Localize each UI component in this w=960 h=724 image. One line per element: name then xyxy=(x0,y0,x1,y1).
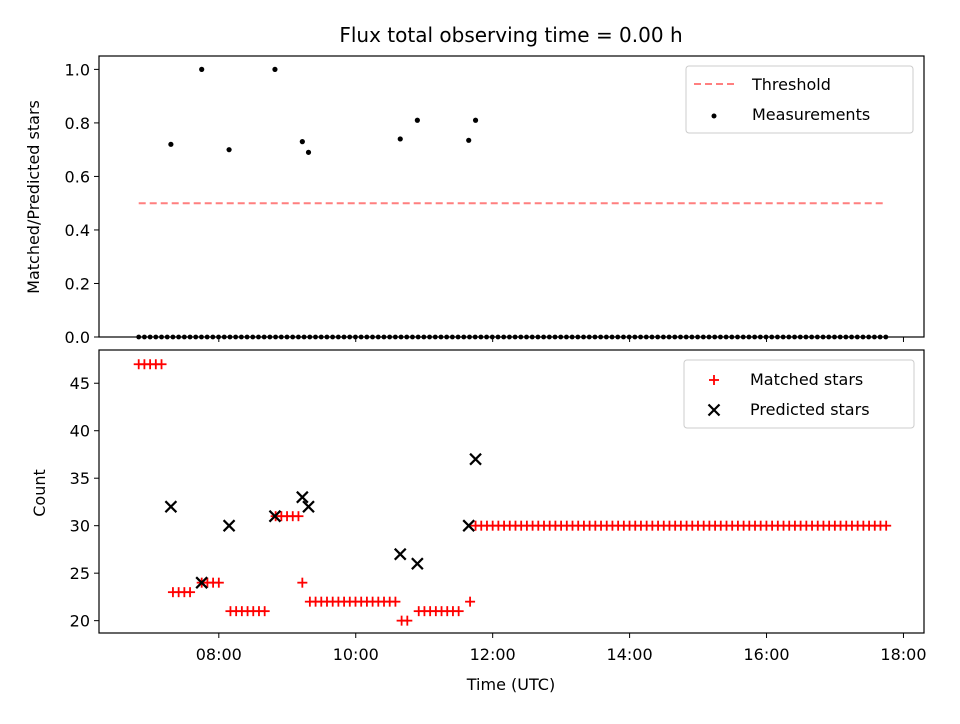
bottom-ytick-label-5: 45 xyxy=(70,374,90,393)
bottom-yticks: 20 25 30 35 40 45 xyxy=(70,374,99,631)
top-legend: Threshold Measurements xyxy=(685,65,914,134)
matched-point-43 xyxy=(402,615,413,626)
top-xticks xyxy=(218,337,904,342)
matched-point-41 xyxy=(390,596,401,607)
predicted-point-3 xyxy=(268,509,282,523)
bottom-xtick-label-5: 18:00 xyxy=(880,645,926,664)
matched-point-4 xyxy=(156,359,167,370)
matched-point-24 xyxy=(293,511,304,522)
top-legend-frame xyxy=(685,65,914,134)
legend-matched-label: Matched stars xyxy=(750,370,863,389)
matched-point-19 xyxy=(259,606,270,617)
legend-predicted-marker xyxy=(707,403,721,417)
measurement-point-7 xyxy=(414,117,420,123)
bottom-ytick-label-0: 20 xyxy=(70,612,90,631)
top-ylabel: Matched/Predicted stars xyxy=(24,100,43,294)
predicted-point-4-b xyxy=(296,490,309,504)
predicted-point-7 xyxy=(411,557,424,570)
bottom-xtick-label-2: 12:00 xyxy=(470,645,516,664)
top-ytick-label-3: 0.6 xyxy=(65,167,90,186)
legend-measurements-marker xyxy=(711,113,717,119)
predicted-point-6 xyxy=(393,547,407,561)
predicted-point-0-b xyxy=(164,500,178,513)
matched-point-12 xyxy=(213,577,224,588)
bottom-legend-frame xyxy=(683,359,915,429)
bottom-ytick-label-2: 30 xyxy=(70,517,90,536)
top-marks xyxy=(136,66,889,340)
measurement-point-1 xyxy=(199,66,205,72)
matched-point-125 xyxy=(881,520,892,531)
bottom-xtick-label-1: 10:00 xyxy=(333,645,379,664)
legend-matched-plus xyxy=(709,375,719,385)
legend-measurements-label: Measurements xyxy=(752,105,870,124)
legend-threshold-label: Threshold xyxy=(751,75,831,94)
measurement-point-4 xyxy=(299,139,305,145)
bottom-xtick-label-3: 14:00 xyxy=(607,645,653,664)
measurement-point-8 xyxy=(466,137,472,143)
predicted-point-1-b xyxy=(195,576,208,589)
legend-predicted-x xyxy=(707,403,721,417)
top-ytick-label-5: 1.0 xyxy=(65,60,90,79)
measurement-point-5 xyxy=(305,149,312,155)
bottom-marks xyxy=(133,359,892,626)
measurement-point-3 xyxy=(272,66,278,72)
top-yticks: 0.0 0.2 0.4 0.6 0.8 1.0 xyxy=(65,60,99,347)
measurement-point-0 xyxy=(168,141,174,147)
bottom-ytick-label-4: 40 xyxy=(70,422,90,441)
legend-predicted-label: Predicted stars xyxy=(750,400,870,419)
bottom-legend: Matched stars Predicted stars xyxy=(683,359,915,429)
predicted-point-1 xyxy=(195,576,208,589)
predicted-point-5-b xyxy=(302,500,315,513)
bottom-xlabel: Time (UTC) xyxy=(466,675,555,694)
measurement-point-6 xyxy=(397,136,403,142)
bottom-xtick-label-0: 08:00 xyxy=(196,645,242,664)
predicted-point-3-b xyxy=(268,509,282,523)
bottom-ytick-label-1: 25 xyxy=(70,564,90,583)
predicted-point-9-b xyxy=(469,452,482,466)
predicted-point-2 xyxy=(222,519,236,532)
matched-point-8 xyxy=(185,587,196,598)
matched-point-25 xyxy=(297,577,308,588)
bottom-xtick-label-4: 16:00 xyxy=(743,645,789,664)
predicted-point-4 xyxy=(296,490,309,504)
measurement-point-2 xyxy=(226,147,232,153)
bottom-xticks: 08:00 10:00 12:00 14:00 16:00 18:00 xyxy=(196,633,927,664)
matched-point-51 xyxy=(453,606,464,617)
top-ytick-label-2: 0.4 xyxy=(65,221,90,240)
top-axes-frame xyxy=(98,55,925,338)
legend-predicted-x-b xyxy=(707,403,721,417)
bottom-panel: 20 25 30 35 40 45 08:00 10:00 12:00 14:00 16:00 18… xyxy=(30,349,927,694)
bottom-axes-frame xyxy=(98,349,925,634)
predicted-point-8 xyxy=(462,519,475,532)
predicted-point-0 xyxy=(164,500,178,513)
predicted-point-9 xyxy=(469,452,482,466)
predicted-point-8-b xyxy=(462,519,475,532)
top-ytick-label-0: 0.0 xyxy=(65,328,90,347)
legend-matched-marker xyxy=(709,375,719,385)
top-ytick-label-4: 0.8 xyxy=(65,114,90,133)
bottom-ylabel: Count xyxy=(30,469,49,517)
chart-title: Flux total observing time = 0.00 h xyxy=(339,23,682,47)
bottom-ytick-label-3: 35 xyxy=(70,469,90,488)
top-ytick-label-1: 0.2 xyxy=(65,274,90,293)
predicted-point-5 xyxy=(302,500,315,513)
top-panel: 0.0 0.2 0.4 0.6 0.8 1.0 Matched/Predicted sta… xyxy=(24,55,925,347)
measurement-point-9 xyxy=(472,117,479,123)
predicted-point-6-b xyxy=(393,547,407,561)
predicted-point-2-b xyxy=(222,519,236,532)
predicted-point-7-b xyxy=(411,557,424,570)
matched-point-52 xyxy=(465,596,476,607)
